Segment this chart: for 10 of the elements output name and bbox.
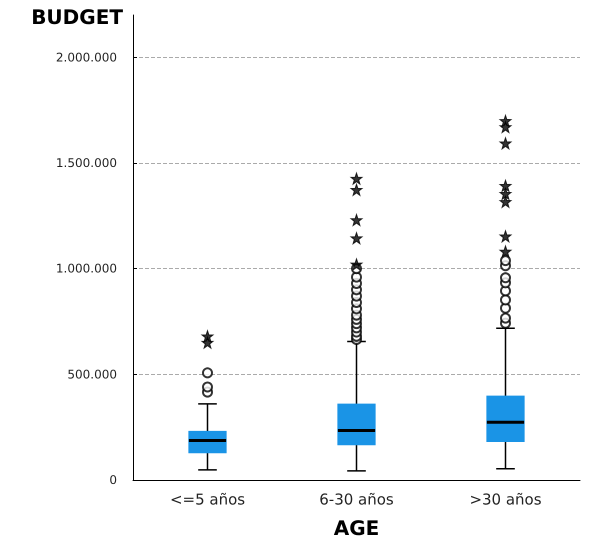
x-tick-label: 6-30 años: [319, 490, 394, 508]
y-tick-label: 1.000.000: [56, 262, 117, 276]
x-axis-title: AGE: [334, 516, 380, 540]
y-tick-label: 0: [109, 473, 117, 487]
y-tick-label: 2.000.000: [56, 50, 117, 64]
y-tick-label: 500.000: [67, 367, 117, 382]
y-tick-label: 1.500.000: [56, 156, 117, 170]
x-tick-label: <=5 años: [170, 490, 246, 508]
y-axis-title: BUDGET: [31, 5, 124, 29]
x-tick-label: >30 años: [469, 490, 542, 508]
